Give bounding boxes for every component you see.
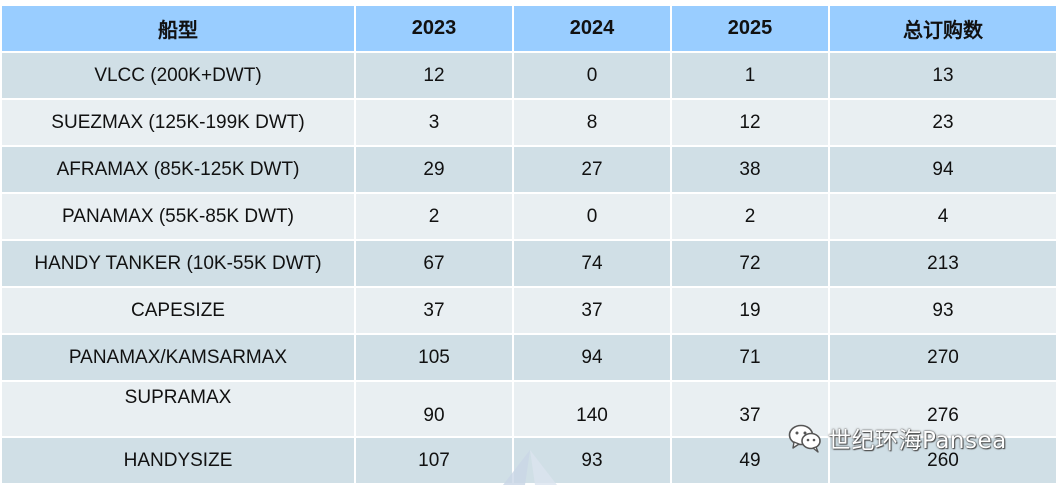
table-row: AFRAMAX (85K-125K DWT) 29 27 38 94 (2, 147, 1056, 192)
value-2023-cell: 37 (356, 288, 512, 333)
table-row: PANAMAX/KAMSARMAX 105 94 71 270 (2, 335, 1056, 380)
total-orders-cell: 93 (830, 288, 1056, 333)
value-2024-cell: 94 (514, 335, 670, 380)
value-2023-cell: 105 (356, 335, 512, 380)
total-orders-cell: 276 (830, 382, 1056, 436)
header-total-orders: 总订购数 (830, 6, 1056, 51)
value-2024-cell: 0 (514, 194, 670, 239)
total-orders-cell: 94 (830, 147, 1056, 192)
table-row: SUEZMAX (125K-199K DWT) 3 8 12 23 (2, 100, 1056, 145)
value-2024-cell: 140 (514, 382, 670, 436)
value-2023-cell: 29 (356, 147, 512, 192)
value-2024-cell: 0 (514, 53, 670, 98)
value-2024-cell: 8 (514, 100, 670, 145)
ship-type-cell: AFRAMAX (85K-125K DWT) (2, 147, 354, 192)
value-2023-cell: 90 (356, 382, 512, 436)
value-2025-cell: 49 (672, 438, 828, 483)
ship-type-cell: PANAMAX (55K-85K DWT) (2, 194, 354, 239)
table-row: HANDY TANKER (10K-55K DWT) 67 74 72 213 (2, 241, 1056, 286)
value-2025-cell: 2 (672, 194, 828, 239)
table-row: VLCC (200K+DWT) 12 0 1 13 (2, 53, 1056, 98)
header-2023: 2023 (356, 6, 512, 51)
table-header-row: 船型 2023 2024 2025 总订购数 (2, 6, 1056, 51)
ship-type-cell: HANDY TANKER (10K-55K DWT) (2, 241, 354, 286)
header-2025: 2025 (672, 6, 828, 51)
table-row: SUPRAMAX 90 140 37 276 (2, 382, 1056, 436)
orderbook-table: 船型 2023 2024 2025 总订购数 VLCC (200K+DWT) 12… (0, 4, 1058, 485)
table-row: PANAMAX (55K-85K DWT) 2 0 2 4 (2, 194, 1056, 239)
header-ship-type: 船型 (2, 6, 354, 51)
total-orders-cell: 270 (830, 335, 1056, 380)
ship-type-cell: HANDYSIZE (2, 438, 354, 483)
ship-type-cell: CAPESIZE (2, 288, 354, 333)
value-2024-cell: 93 (514, 438, 670, 483)
value-2025-cell: 37 (672, 382, 828, 436)
total-orders-cell: 4 (830, 194, 1056, 239)
value-2024-cell: 74 (514, 241, 670, 286)
total-orders-cell: 213 (830, 241, 1056, 286)
header-2024: 2024 (514, 6, 670, 51)
value-2025-cell: 38 (672, 147, 828, 192)
value-2023-cell: 107 (356, 438, 512, 483)
ship-type-cell: SUPRAMAX (2, 382, 354, 436)
value-2023-cell: 2 (356, 194, 512, 239)
value-2024-cell: 37 (514, 288, 670, 333)
ship-type-cell: PANAMAX/KAMSARMAX (2, 335, 354, 380)
value-2023-cell: 12 (356, 53, 512, 98)
total-orders-cell: 260 (830, 438, 1056, 483)
value-2024-cell: 27 (514, 147, 670, 192)
value-2023-cell: 67 (356, 241, 512, 286)
total-orders-cell: 23 (830, 100, 1056, 145)
value-2025-cell: 1 (672, 53, 828, 98)
value-2025-cell: 19 (672, 288, 828, 333)
value-2025-cell: 72 (672, 241, 828, 286)
total-orders-cell: 13 (830, 53, 1056, 98)
value-2023-cell: 3 (356, 100, 512, 145)
value-2025-cell: 71 (672, 335, 828, 380)
ship-type-cell: SUEZMAX (125K-199K DWT) (2, 100, 354, 145)
table-row: CAPESIZE 37 37 19 93 (2, 288, 1056, 333)
table-row: HANDYSIZE 107 93 49 260 (2, 438, 1056, 483)
value-2025-cell: 12 (672, 100, 828, 145)
ship-type-cell: VLCC (200K+DWT) (2, 53, 354, 98)
